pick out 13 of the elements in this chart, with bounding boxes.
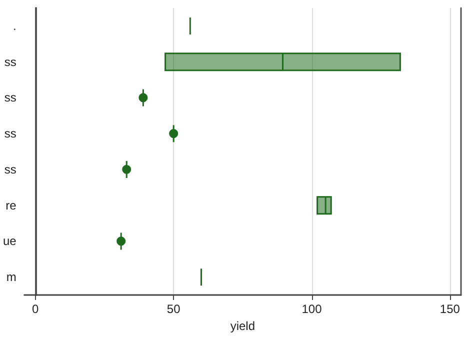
- y-tick-label: ss: [4, 90, 16, 105]
- x-tick-label: 100: [302, 302, 322, 316]
- x-tick-label: 50: [166, 302, 181, 316]
- x-tick-label: 150: [440, 302, 460, 316]
- x-tick-label: 0: [32, 302, 40, 316]
- y-tick-label: re: [6, 198, 17, 212]
- y-tick-label: m: [6, 270, 16, 284]
- y-tick-label: ss: [4, 126, 16, 141]
- x-axis-title: yield: [230, 318, 256, 333]
- y-tick-label: ss: [4, 54, 16, 69]
- y-tick-label: ss: [4, 162, 16, 176]
- y-tick-label: .: [13, 18, 16, 33]
- y-tick-label: ue: [2, 234, 17, 248]
